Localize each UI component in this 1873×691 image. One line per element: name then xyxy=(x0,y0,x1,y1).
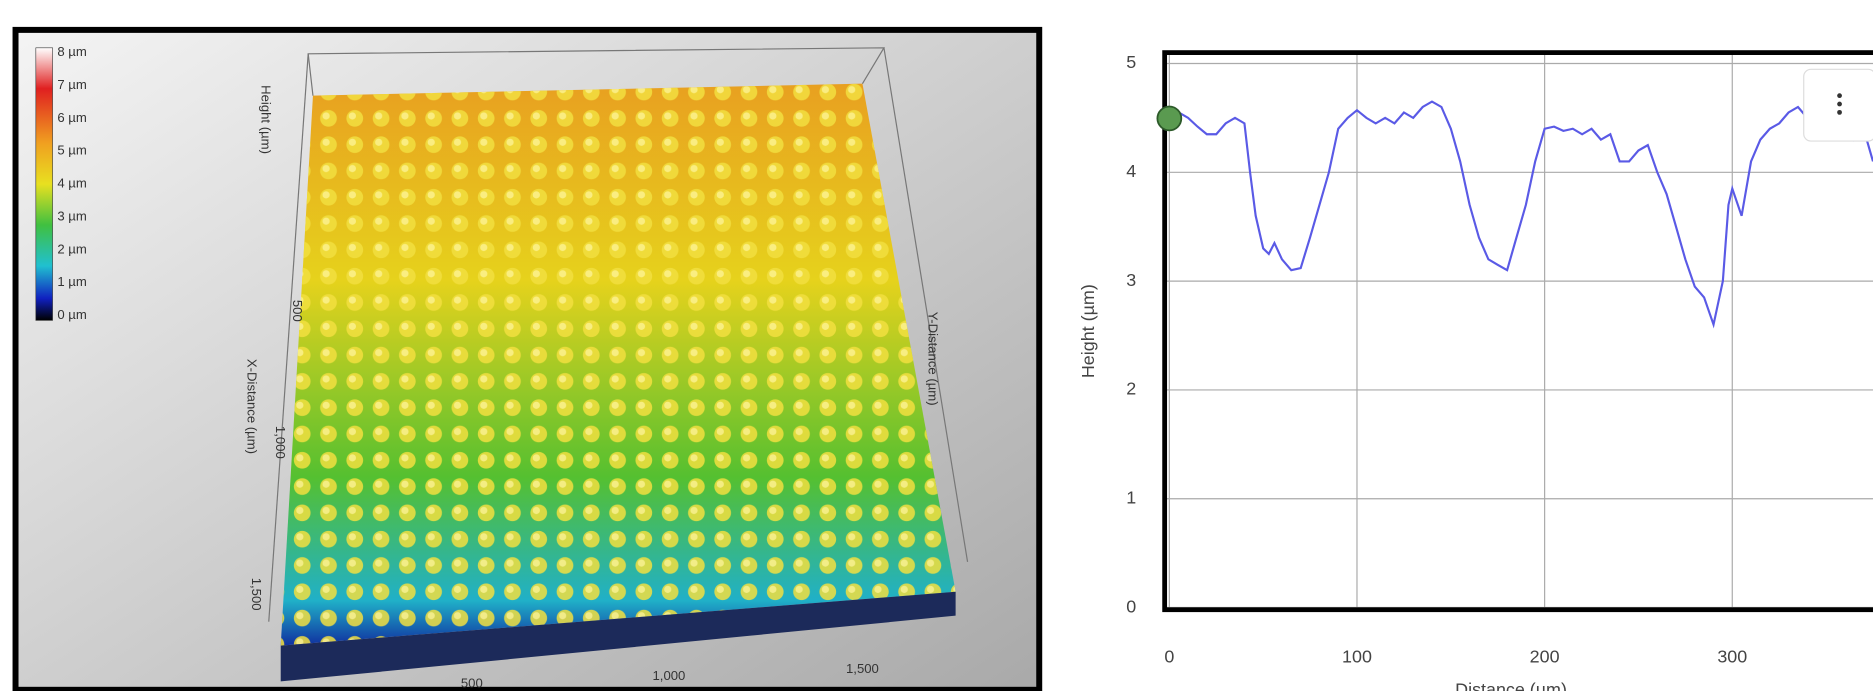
x-tick-label: 100 xyxy=(1342,646,1372,666)
plot-area xyxy=(1164,52,1873,610)
color-bar-label: 8 µm xyxy=(57,44,86,59)
y-tick-label: 4 xyxy=(1126,161,1136,181)
x-tick-label: 300 xyxy=(1717,646,1747,666)
color-bar-label: 4 µm xyxy=(57,176,86,191)
surface-panel: 8 µm 7 µm 6 µm 5 µm 4 µm 3 µm 2 µm 1 µm 0 µm 500… xyxy=(12,26,1043,691)
x-tick-label: 0 xyxy=(1164,646,1174,666)
cursor-handle[interactable] xyxy=(1156,105,1183,132)
x-tick-label: 200 xyxy=(1530,646,1560,666)
surface-base xyxy=(280,591,956,682)
y-axis-title: Height (µm) xyxy=(1078,284,1098,378)
color-bar xyxy=(35,47,53,321)
menu-dot xyxy=(1837,101,1842,107)
surface-bumps xyxy=(280,83,956,646)
axis-title: Y-Distance (µm) xyxy=(925,312,940,406)
color-bar-label: 1 µm xyxy=(57,274,86,289)
y-tick-label: 3 xyxy=(1126,270,1136,290)
y-tick-label: 0 xyxy=(1126,596,1136,616)
bounding-box xyxy=(883,47,969,562)
color-bar-label: 6 µm xyxy=(57,110,86,125)
color-bar-label: 0 µm xyxy=(57,307,86,322)
y-tick-label: 1 xyxy=(1126,487,1136,507)
bounding-box xyxy=(268,53,309,622)
bounding-box xyxy=(307,47,886,96)
axis-title: X-Distance (µm) xyxy=(244,359,259,454)
x-tick-label: 1,500 xyxy=(846,661,879,676)
plot-frame xyxy=(1162,50,1873,613)
menu-button[interactable] xyxy=(1803,68,1873,142)
y-tick-label: 1,500 xyxy=(249,578,264,611)
color-bar-label: 3 µm xyxy=(57,208,86,223)
menu-dot xyxy=(1837,109,1842,115)
y-tick-label: 1,000 xyxy=(273,426,288,459)
x-tick-label: 500 xyxy=(461,675,483,690)
x-tick-label: 1,000 xyxy=(653,668,686,683)
color-bar-label: 2 µm xyxy=(57,241,86,256)
color-bar-label: 7 µm xyxy=(57,77,86,92)
y-tick-label: 5 xyxy=(1126,52,1136,72)
color-bar-label: 5 µm xyxy=(57,143,86,158)
profile-chart: 0 1 2 3 4 5 0 100 200 300 Distance (µm) Height (µm) xyxy=(1078,50,1873,691)
profile-line xyxy=(1169,94,1873,329)
y-tick-label: 2 xyxy=(1126,379,1136,399)
axis-title: Height (µm) xyxy=(259,85,274,154)
x-axis-title: Distance (µm) xyxy=(1455,680,1567,691)
y-tick-label: 500 xyxy=(290,300,305,322)
menu-dot xyxy=(1837,93,1842,99)
